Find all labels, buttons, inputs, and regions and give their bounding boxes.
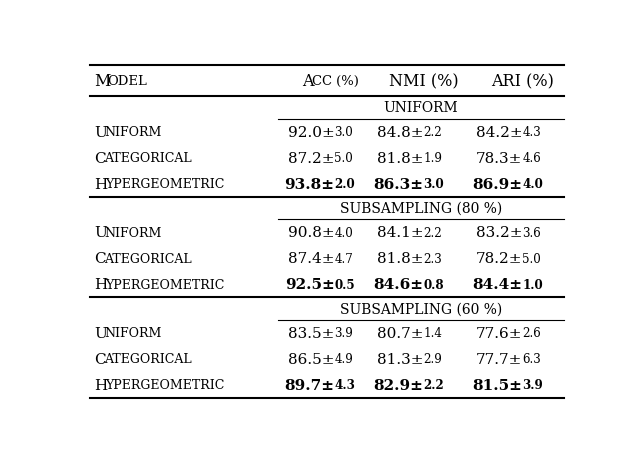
Text: C: C	[94, 252, 106, 266]
Text: 3.9: 3.9	[523, 378, 543, 392]
Text: 87.4±: 87.4±	[288, 252, 334, 266]
Text: NMI (%): NMI (%)	[389, 73, 458, 90]
Text: 87.2±: 87.2±	[288, 151, 334, 165]
Text: 78.2±: 78.2±	[476, 252, 523, 266]
Text: NIFORM: NIFORM	[105, 226, 162, 239]
Text: H: H	[94, 177, 108, 191]
Text: 4.7: 4.7	[334, 252, 353, 265]
Text: SUBSAMPLING (80 %): SUBSAMPLING (80 %)	[340, 202, 502, 215]
Text: 77.7±: 77.7±	[476, 352, 523, 366]
Text: 1.4: 1.4	[424, 326, 442, 340]
Text: 5.0: 5.0	[334, 152, 353, 165]
Text: ATEGORICAL: ATEGORICAL	[104, 353, 191, 365]
Text: 2.9: 2.9	[424, 353, 442, 365]
Text: 83.2±: 83.2±	[476, 226, 523, 240]
Text: A: A	[302, 73, 314, 90]
Text: 92.0±: 92.0±	[288, 125, 334, 139]
Text: 4.6: 4.6	[523, 152, 541, 165]
Text: 82.9±: 82.9±	[373, 378, 424, 392]
Text: H: H	[94, 278, 108, 291]
Text: U: U	[94, 326, 107, 340]
Text: 4.9: 4.9	[334, 353, 353, 365]
Text: 92.5±: 92.5±	[285, 278, 334, 291]
Text: 2.0: 2.0	[334, 178, 355, 190]
Text: YPERGEOMETRIC: YPERGEOMETRIC	[105, 278, 225, 291]
Text: 2.2: 2.2	[424, 226, 442, 239]
Text: U: U	[94, 125, 107, 139]
Text: 83.5±: 83.5±	[288, 326, 334, 340]
Text: 89.7±: 89.7±	[285, 378, 334, 392]
Text: M: M	[94, 73, 111, 90]
Text: 84.4±: 84.4±	[472, 278, 523, 291]
Text: U: U	[94, 226, 107, 240]
Text: 3.6: 3.6	[523, 226, 541, 239]
Text: 2.2: 2.2	[424, 126, 442, 139]
Text: 84.8±: 84.8±	[377, 125, 424, 139]
Text: C: C	[94, 352, 106, 366]
Text: SUBSAMPLING (60 %): SUBSAMPLING (60 %)	[340, 302, 502, 316]
Text: NIFORM: NIFORM	[105, 126, 162, 139]
Text: 1.9: 1.9	[424, 152, 442, 165]
Text: ATEGORICAL: ATEGORICAL	[104, 252, 191, 265]
Text: 84.6±: 84.6±	[373, 278, 424, 291]
Text: YPERGEOMETRIC: YPERGEOMETRIC	[105, 178, 225, 190]
Text: 4.3: 4.3	[334, 378, 355, 392]
Text: 0.8: 0.8	[424, 278, 444, 291]
Text: ODEL: ODEL	[107, 75, 147, 88]
Text: YPERGEOMETRIC: YPERGEOMETRIC	[105, 378, 225, 392]
Text: 84.1±: 84.1±	[377, 226, 424, 240]
Text: 3.0: 3.0	[424, 178, 444, 190]
Text: 0.5: 0.5	[334, 278, 355, 291]
Text: 93.8±: 93.8±	[285, 177, 334, 191]
Text: 81.5±: 81.5±	[472, 378, 523, 392]
Text: 78.3±: 78.3±	[476, 151, 523, 165]
Text: NIFORM: NIFORM	[105, 326, 162, 340]
Text: 80.7±: 80.7±	[377, 326, 424, 340]
Text: 2.2: 2.2	[424, 378, 444, 392]
Text: 2.3: 2.3	[424, 252, 442, 265]
Text: 4.0: 4.0	[334, 226, 353, 239]
Text: CC (%): CC (%)	[311, 75, 359, 88]
Text: 1.0: 1.0	[523, 278, 543, 291]
Text: 81.8±: 81.8±	[377, 252, 424, 266]
Text: 2.6: 2.6	[523, 326, 541, 340]
Text: 86.3±: 86.3±	[373, 177, 424, 191]
Text: 4.0: 4.0	[523, 178, 543, 190]
Text: 86.9±: 86.9±	[472, 177, 523, 191]
Text: UNIFORM: UNIFORM	[383, 101, 458, 115]
Text: 6.3: 6.3	[523, 353, 541, 365]
Text: 81.3±: 81.3±	[377, 352, 424, 366]
Text: 77.6±: 77.6±	[476, 326, 523, 340]
Text: ARI (%): ARI (%)	[491, 73, 554, 90]
Text: ATEGORICAL: ATEGORICAL	[104, 152, 191, 165]
Text: 81.8±: 81.8±	[377, 151, 424, 165]
Text: H: H	[94, 378, 108, 392]
Text: 90.8±: 90.8±	[288, 226, 334, 240]
Text: 86.5±: 86.5±	[288, 352, 334, 366]
Text: 84.2±: 84.2±	[476, 125, 523, 139]
Text: 3.0: 3.0	[334, 126, 353, 139]
Text: 3.9: 3.9	[334, 326, 353, 340]
Text: 5.0: 5.0	[523, 252, 541, 265]
Text: C: C	[94, 151, 106, 165]
Text: 4.3: 4.3	[523, 126, 541, 139]
